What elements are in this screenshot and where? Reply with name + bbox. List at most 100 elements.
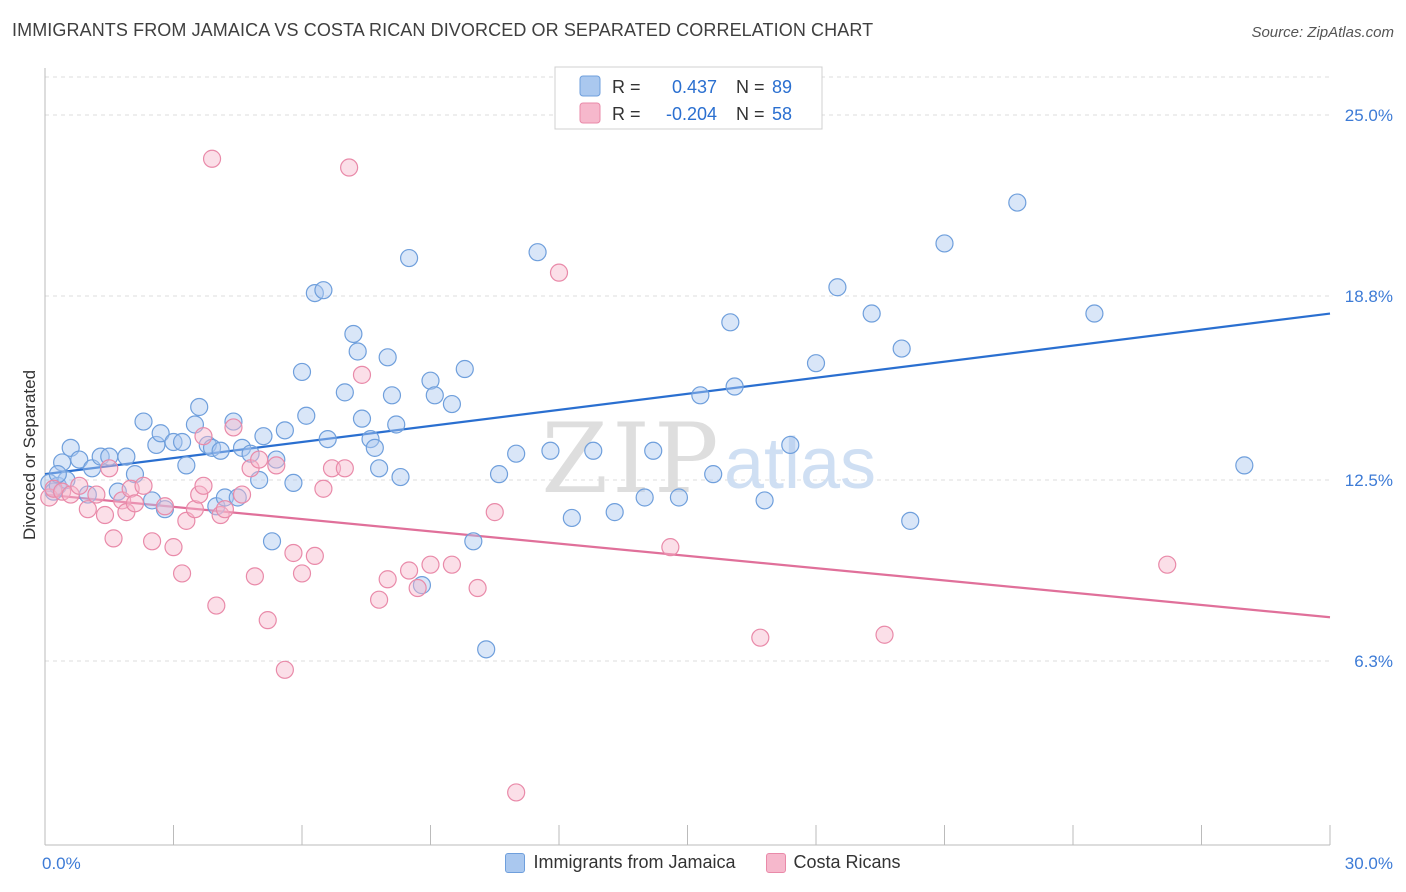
pink-data-point [275,660,294,679]
legend-r-value: 0.437 [672,77,717,97]
legend-r-label: R = [612,104,641,124]
x-tick-label: 30.0% [1345,854,1393,873]
blue-data-point [254,427,273,446]
blue-data-point [806,354,826,373]
blue-data-point [53,453,72,472]
grid-lines [45,76,1330,662]
blue-data-point [275,421,294,440]
pink-data-point [95,505,115,525]
blue-data-point [901,511,920,530]
blue-data-point [370,459,389,478]
blue-data-point [172,432,192,452]
pink-data-point [258,611,277,630]
pink-data-point [232,485,252,504]
blue-data-point [365,438,384,457]
pink-trend-line [44,493,1331,619]
watermark-zip: ZIP [541,403,722,515]
pink-data-point [549,263,569,282]
blue-data-point [190,397,209,417]
watermark: ZIP atlas [541,403,876,515]
blue-data-point [669,488,689,507]
blue-data-point [224,412,243,431]
blue-data-point [151,424,170,443]
pink-data-point [78,500,97,519]
pink-data-point [245,567,264,586]
blue-data-point [314,281,333,300]
legend-swatch-jamaica [505,852,526,873]
pink-data-point [267,456,286,475]
legend-r-value: -0.204 [666,104,717,124]
pink-data-point [442,555,462,574]
legend-r-label: R = [612,77,641,97]
blue-data-point [464,532,483,551]
x-tick-label: 0.0% [42,854,81,873]
legend-item-costa-ricans[interactable]: Costa Ricans [765,852,901,873]
blue-data-point [378,348,397,367]
pink-data-point [134,476,153,495]
pink-data-point [70,476,89,495]
pink-data-point [164,538,183,557]
blue-data-point [892,339,911,358]
pink-data-point [1158,555,1177,574]
blue-data-point [344,324,363,344]
pink-data-point [468,578,487,598]
pink-data-point [194,427,213,446]
blue-data-point [781,435,800,455]
pink-data-point [292,564,312,583]
pink-data-point [335,459,354,478]
pink-data-point [155,497,175,516]
pink-data-point [104,529,123,548]
tick-labels: 6.3% 12.5% 18.8% 25.0% 0.0% 30.0% [42,106,1393,873]
pink-data-point [100,459,119,478]
blue-data-point [755,491,774,510]
blue-data-point [352,409,372,428]
legend-n-label: N = [736,104,765,124]
y-axis-label: Divorced or Separated [20,370,39,540]
pink-data-point [751,628,770,647]
pink-data-point [142,532,162,551]
pink-data-point [485,503,504,522]
pink-data-point [190,485,209,504]
blue-data-point [862,304,881,323]
legend-swatch-blue [579,75,601,97]
blue-data-point [1235,456,1254,475]
pink-data-point [172,564,192,583]
blue-data-point [1008,193,1027,212]
legend-item-jamaica[interactable]: Immigrants from Jamaica [505,852,736,873]
blue-data-point [725,377,744,396]
blue-data-point [211,441,230,460]
y-tick-label: 12.5% [1345,471,1393,490]
blue-data-point [177,456,196,475]
blue-data-point [528,243,547,262]
trend-lines [44,312,1331,619]
pink-data-point [185,500,205,519]
blue-data-point [391,467,410,487]
blue-data-point [318,429,337,449]
series-legend: Immigrants from Jamaica Costa Ricans [0,852,1406,873]
legend-label-jamaica: Immigrants from Jamaica [533,852,736,872]
pink-data-point [408,578,427,598]
legend-swatch-costa-ricans [765,852,786,873]
pink-data-point [202,149,222,168]
pink-data-point [87,485,106,504]
pink-data-point [250,450,269,469]
blue-data-point [442,394,462,414]
blue-data-point [721,313,740,332]
y-tick-label: 6.3% [1354,652,1393,671]
legend-swatch-pink [579,102,601,124]
blue-data-point [562,508,581,528]
blue-data-point [399,248,419,268]
blue-data-point [361,429,380,449]
blue-data-point [584,441,603,460]
pink-data-point [284,543,303,563]
pink-data-point [224,418,243,437]
legend-n-label: N = [736,77,765,97]
blue-data-point [455,359,474,379]
data-points [40,149,1254,802]
blue-data-point [421,371,440,390]
pink-data-point [421,555,440,574]
legend-n-value: 89 [772,77,792,97]
blue-data-point [635,488,654,507]
blue-data-point [644,441,663,460]
blue-data-point [1085,304,1104,323]
